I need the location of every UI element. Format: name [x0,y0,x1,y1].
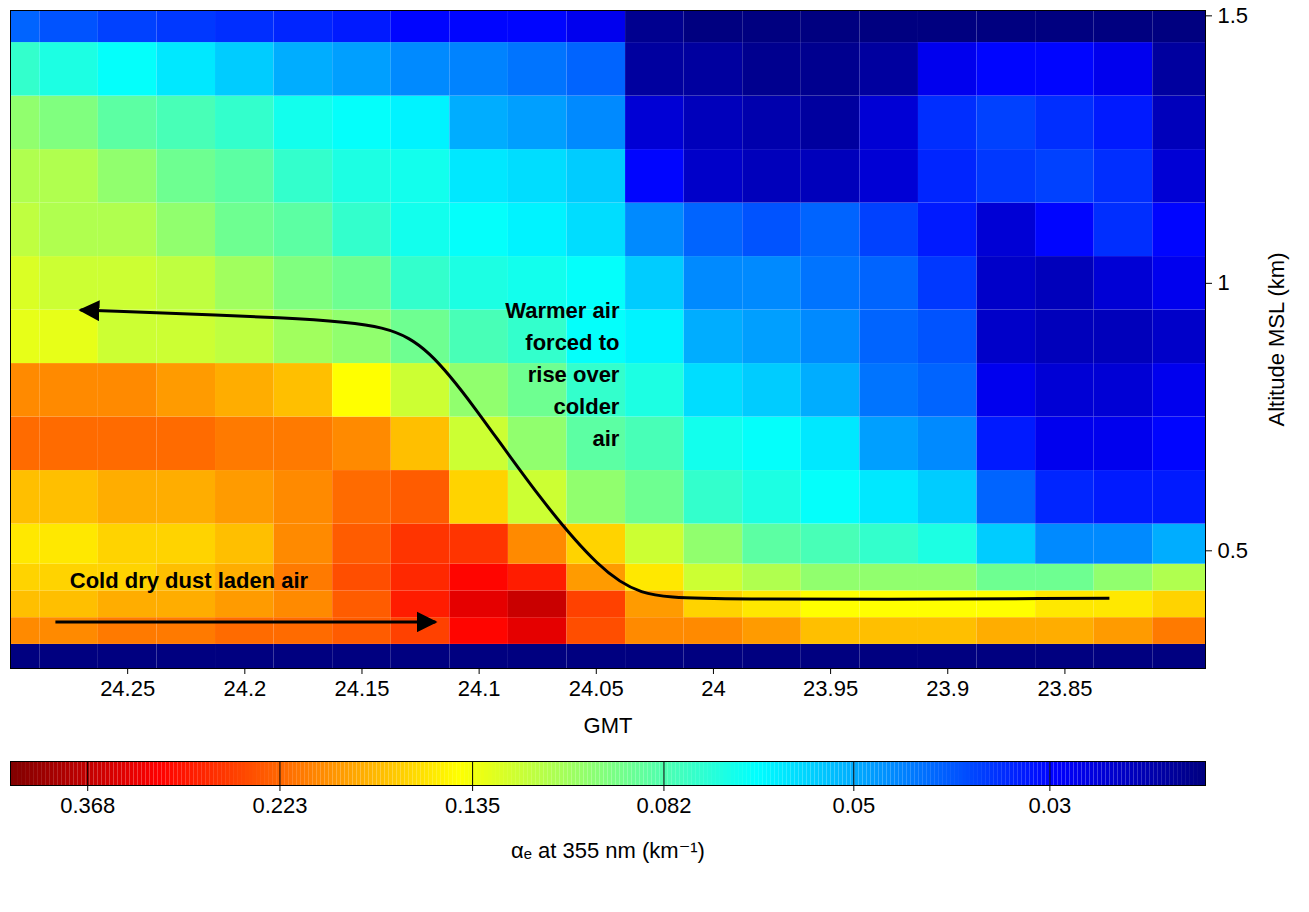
svg-text:0.5: 0.5 [1218,538,1249,563]
svg-text:24.25: 24.25 [100,676,155,701]
svg-text:24.15: 24.15 [334,676,389,701]
svg-text:23.85: 23.85 [1037,676,1092,701]
svg-text:0.03: 0.03 [1028,793,1071,818]
svg-text:24.05: 24.05 [569,676,624,701]
svg-text:1.5: 1.5 [1218,3,1249,28]
svg-text:23.9: 23.9 [926,676,969,701]
svg-text:Altitude MSL (km): Altitude MSL (km) [1264,252,1289,426]
svg-text:GMT: GMT [584,713,633,738]
svg-text:1: 1 [1218,270,1230,295]
svg-text:Warmer airforced torise overco: Warmer airforced torise overcolderair [505,298,620,451]
svg-text:23.95: 23.95 [803,676,858,701]
svg-text:24.2: 24.2 [223,676,266,701]
svg-text:0.135: 0.135 [445,793,500,818]
svg-text:αₑ at 355 nm (km⁻¹): αₑ at 355 nm (km⁻¹) [511,838,705,863]
svg-text:0.05: 0.05 [832,793,875,818]
svg-text:0.223: 0.223 [252,793,307,818]
svg-text:24: 24 [701,676,725,701]
svg-text:24.1: 24.1 [458,676,501,701]
svg-text:Cold dry dust laden air: Cold dry dust laden air [70,568,309,593]
svg-text:0.082: 0.082 [636,793,691,818]
svg-text:0.368: 0.368 [60,793,115,818]
